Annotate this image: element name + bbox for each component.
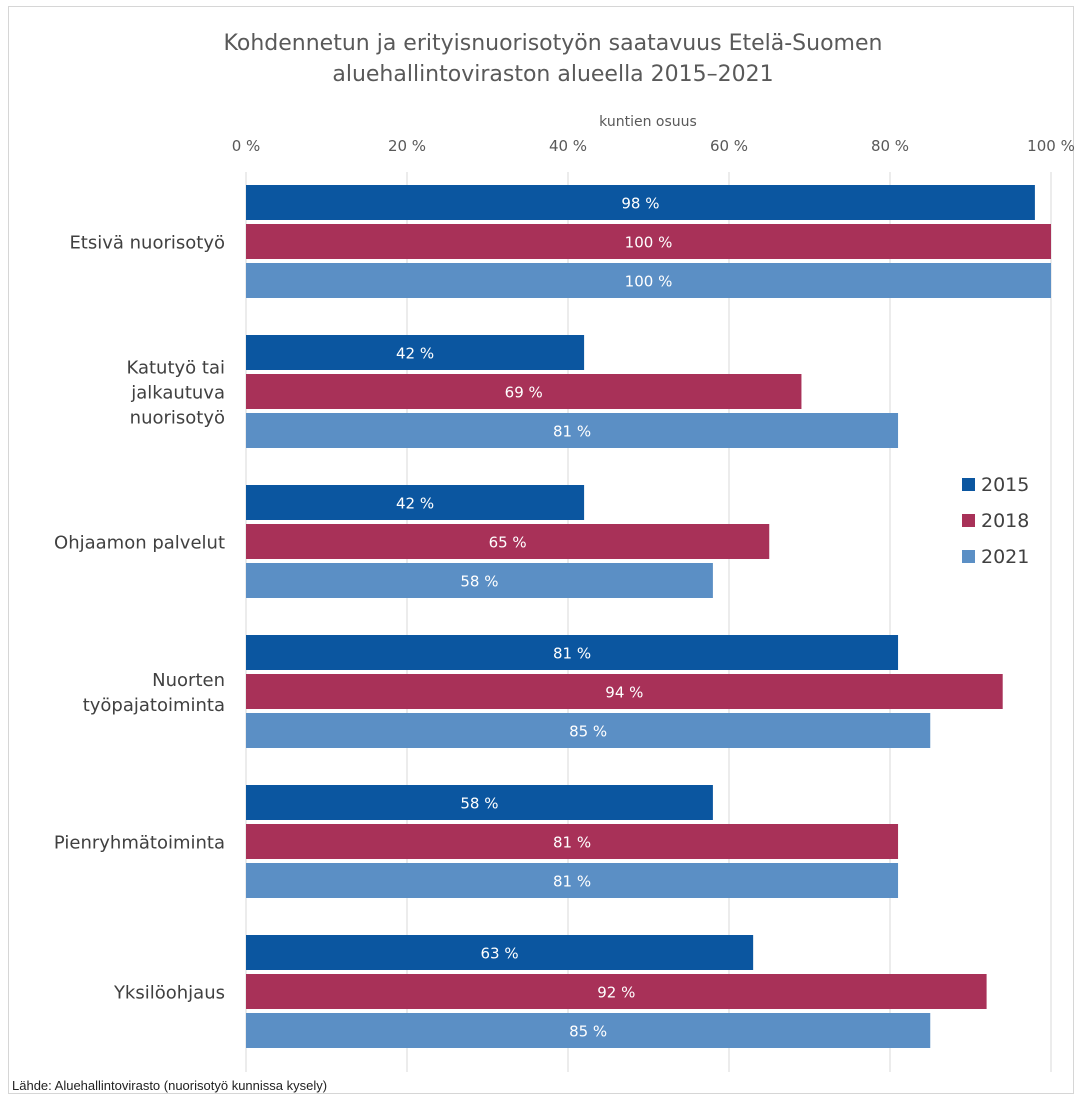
data-label-2015-2: 42 % [396,495,434,513]
legend-label-2015: 2015 [981,474,1029,496]
data-label-2015-5: 63 % [481,945,519,963]
x-tick-label-100: 100 % [1027,137,1075,155]
category-label-4-0: Pienryhmätoiminta [54,833,225,854]
data-label-2021-0: 100 % [625,273,673,291]
category-label-1-2: nuorisotyö [130,408,225,429]
x-tick-label-80: 80 % [871,137,909,155]
data-label-2021-5: 85 % [569,1023,607,1041]
data-label-2021-1: 81 % [553,423,591,441]
bar-2015-0 [246,185,1035,220]
x-tick-label-0: 0 % [232,137,261,155]
category-label-3-1: työpajatoiminta [83,695,225,716]
bar-2021-1 [246,413,899,448]
data-label-2015-0: 98 % [621,195,659,213]
data-label-2021-4: 81 % [553,873,591,891]
x-axis-label: kuntien osuus [599,114,697,130]
x-tick-label-60: 60 % [710,137,748,155]
category-label-1-0: Katutyö tai [126,358,225,379]
bar-2021-3 [246,713,931,748]
data-label-2018-5: 92 % [597,984,635,1002]
data-label-2018-1: 69 % [505,384,543,402]
category-label-3-0: Nuorten [152,670,225,691]
chart-title-line-0: Kohdennetun ja erityisnuorisotyön saatav… [224,31,883,56]
data-label-2018-4: 81 % [553,834,591,852]
data-label-2015-3: 81 % [553,645,591,663]
bar-2015-5 [246,935,754,970]
data-label-2018-0: 100 % [625,234,673,252]
x-tick-label-40: 40 % [549,137,587,155]
legend-swatch-2015 [962,478,975,491]
bar-2015-4 [246,785,713,820]
category-label-2-0: Ohjaamon palvelut [54,533,225,554]
bar-2018-5 [246,974,987,1009]
bar-2018-2 [246,524,770,559]
category-label-1-1: jalkautuva [130,383,225,404]
bar-2015-3 [246,635,899,670]
bar-2018-4 [246,824,899,859]
bar-2018-0 [246,224,1051,259]
legend-swatch-2018 [962,514,975,527]
source-note: Lähde: Aluehallintovirasto (nuorisotyö k… [12,1078,328,1093]
data-label-2021-3: 85 % [569,723,607,741]
data-label-2021-2: 58 % [460,573,498,591]
bar-2018-1 [246,374,802,409]
bar-2015-1 [246,335,585,370]
category-label-0-0: Etsivä nuorisotyö [69,233,225,254]
bar-2015-2 [246,485,585,520]
chart-title-line-1: aluehallintoviraston alueella 2015–2021 [332,62,773,87]
category-label-5-0: Yksilöohjaus [113,983,225,1004]
legend-label-2018: 2018 [981,510,1029,532]
bar-2021-0 [246,263,1051,298]
data-label-2018-2: 65 % [489,534,527,552]
bar-2018-3 [246,674,1003,709]
data-label-2015-1: 42 % [396,345,434,363]
data-label-2015-4: 58 % [460,795,498,813]
x-tick-label-20: 20 % [388,137,426,155]
bar-2021-4 [246,863,899,898]
bar-2021-2 [246,563,713,598]
bar-2021-5 [246,1013,931,1048]
data-label-2018-3: 94 % [605,684,643,702]
legend-swatch-2021 [962,550,975,563]
legend-label-2021: 2021 [981,546,1029,568]
